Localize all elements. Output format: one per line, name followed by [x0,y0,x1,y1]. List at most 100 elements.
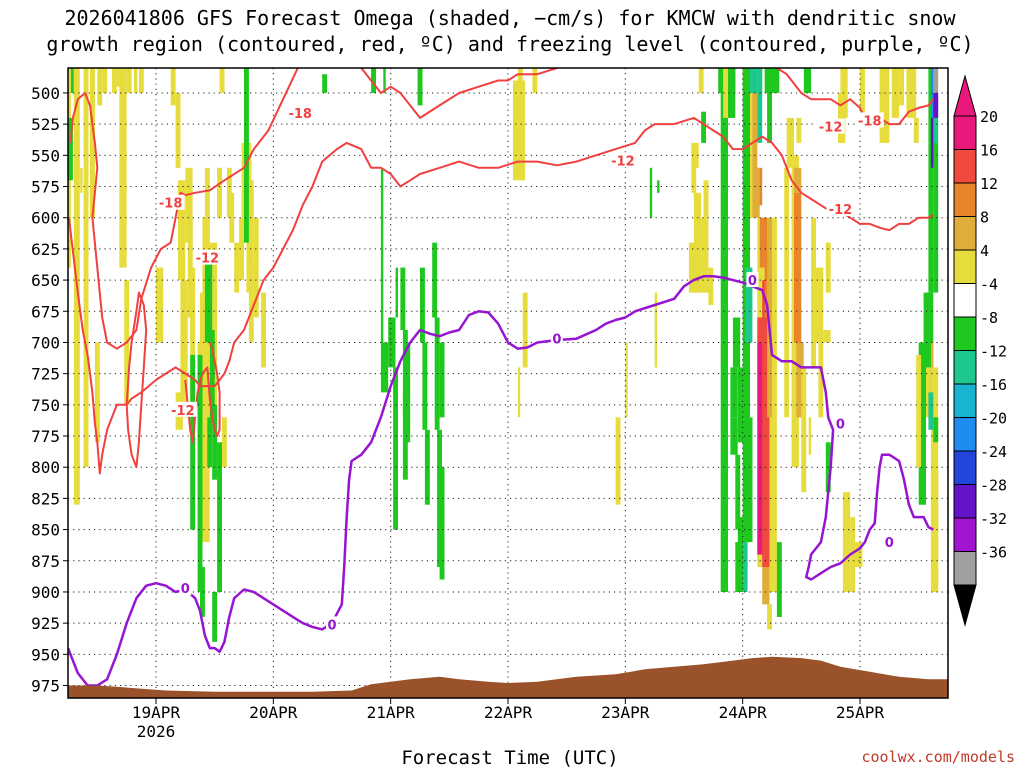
terrain-fill [68,656,948,698]
omega-cell [371,68,376,93]
omega-cell [688,242,697,293]
y-tick-label: 675 [31,302,60,321]
omega-cell [811,217,816,368]
y-tick-label: 500 [31,84,60,103]
omega-cell [248,267,254,343]
omega-cell [762,567,770,605]
y-tick-label: 625 [31,240,60,259]
y-tick-label: 850 [31,521,60,540]
omega-cell [840,68,848,118]
colorbar: 20 16 12 8 4 -4 -8 -12 -16 -20 -24 -28 -32 -36 [953,74,1007,627]
dgz-contour [125,291,148,469]
y-tick-label: 575 [31,178,60,197]
omega-cell [261,292,266,368]
omega-cell [383,68,386,93]
omega-cell [928,392,934,430]
omega-cell [752,93,758,168]
colorbar-label: -20 [980,410,1007,428]
omega-cell [926,367,931,418]
omega-cell [532,68,538,93]
omega-cell [693,142,699,168]
x-tick-label: 23APR [601,703,650,722]
colorbar-swatch [953,484,977,519]
omega-cell [434,317,440,430]
omega-cell [701,217,709,293]
omega-cell [728,68,736,118]
omega-cell [730,367,738,418]
omega-cell [759,217,768,268]
omega-cell [808,417,812,455]
omega-cell [432,242,438,318]
y-tick-label: 825 [31,489,60,508]
omega-cell [742,542,748,592]
omega-cell [170,68,176,106]
omega-cell [400,267,406,330]
omega-cell [212,592,218,642]
omega-cell [90,68,95,218]
plot-area: -18 -18 -18 -12 -12 -12 -12 -12 0 0 0 0 0 0 [68,68,948,698]
omega-cell [803,68,812,93]
omega-cell [796,342,804,418]
omega-cell [119,68,127,268]
colorbar-swatch [953,350,977,385]
omega-cell [226,167,232,218]
omega-cell [794,167,802,193]
omega-cell [737,367,746,443]
omega-cell [70,68,74,93]
omega-cell [234,242,240,293]
omega-cell [417,68,423,106]
x-tick-label: 22APR [484,703,533,722]
colorbar-label: 16 [980,142,998,160]
omega-cell [190,267,196,343]
freezing-contour-label: 0 [836,418,845,433]
omega-cell [97,68,103,106]
omega-cell [933,117,939,143]
omega-cell [850,517,856,592]
contour-label-bg [855,112,884,128]
omega-cell [698,68,704,93]
x-tick-label: 24APR [719,703,768,722]
omega-cell [185,167,193,243]
omega-cell [703,180,709,218]
omega-cell [420,267,425,343]
colorbar-label: -16 [980,376,1007,394]
omega-cell [933,467,939,592]
omega-cell [439,467,445,580]
omega-cell [657,180,660,193]
omega-cell [204,167,210,243]
omega-cell [102,68,108,93]
colorbar-swatch [953,149,977,184]
contour-label-bg [826,200,855,216]
colorbar-swatch [953,182,977,217]
colorbar-label: -28 [980,477,1007,495]
colorbar-label: 12 [980,175,998,193]
colorbar-swatch [953,517,977,552]
omega-cell [928,68,934,143]
omega-cell [217,167,222,218]
x-tick-label: 25APR [836,703,885,722]
colorbar-swatch [953,450,977,485]
omega-cell [933,93,939,118]
y-tick-label: 525 [31,115,60,134]
omega-cell [735,454,741,530]
colorbar-swatch [953,115,977,150]
dgz-contour-label: -18 [288,107,312,122]
x-tick-label: 21APR [367,703,416,722]
omega-cell [200,567,205,617]
colorbar-swatch [953,417,977,452]
omega-cell [855,542,863,568]
omega-cell [217,442,222,592]
dgz-contour-label: -12 [171,404,195,419]
y-tick-label: 750 [31,396,60,415]
omega-cell [402,392,408,418]
omega-cell [138,68,144,93]
y-tick-label: 650 [31,271,60,290]
omega-cell [253,217,259,318]
omega-cell [750,68,758,118]
omega-cell [757,342,765,555]
omega-cell [825,242,831,293]
freezing-contour-layer [68,275,934,687]
omega-cell [764,68,770,93]
colorbar-swatch [953,316,977,351]
dgz-contour-label: -18 [858,114,882,129]
